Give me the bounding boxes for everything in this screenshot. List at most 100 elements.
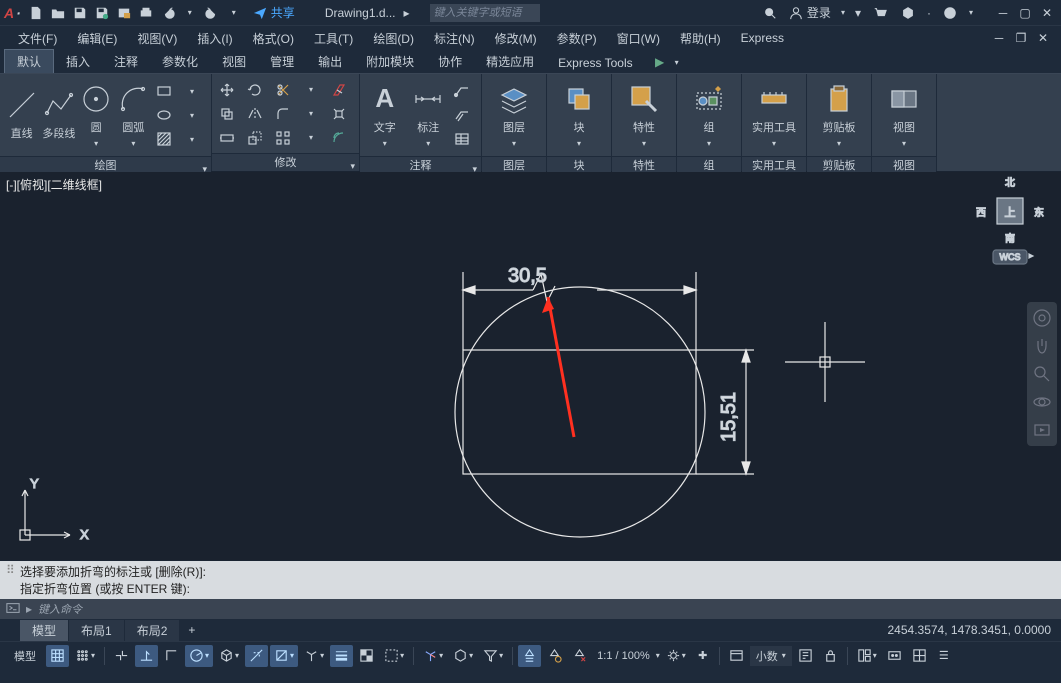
layout-tab-add[interactable]: +	[180, 621, 204, 639]
undo-dropdown-icon[interactable]: ▾	[181, 4, 199, 22]
sb-zoom-dd-icon[interactable]: ▾	[656, 651, 660, 660]
search-input[interactable]: 键入关键字或短语	[430, 4, 540, 22]
sb-clean-icon[interactable]	[908, 645, 931, 667]
rect-dd-icon[interactable]: ▾	[181, 80, 203, 102]
clip-button[interactable]: 剪贴板▾	[811, 78, 867, 152]
layer-button[interactable]: 图层▾	[486, 78, 542, 152]
ribbon-tab-addins[interactable]: 附加模块	[354, 50, 426, 73]
sb-quickprop-icon[interactable]	[794, 645, 817, 667]
help-icon[interactable]	[941, 4, 959, 22]
mirror-icon[interactable]	[244, 103, 266, 125]
ribbon-tab-manage[interactable]: 管理	[258, 50, 306, 73]
sb-ortho-icon[interactable]	[160, 645, 183, 667]
open-icon[interactable]	[49, 4, 67, 22]
prop-button[interactable]: 特性▾	[616, 78, 672, 152]
ribbon-tab-featured[interactable]: 精选应用	[474, 50, 546, 73]
login-dropdown-icon[interactable]: ▾	[841, 8, 845, 17]
ribbon-collapse-icon[interactable]: ▾	[675, 58, 679, 67]
sb-lockui-icon[interactable]	[819, 645, 842, 667]
navigation-bar[interactable]	[1027, 302, 1057, 446]
sb-filter-icon[interactable]: ▾	[479, 645, 507, 667]
menu-format[interactable]: 格式(O)	[243, 26, 304, 50]
sb-annoscale-icon[interactable]	[518, 645, 541, 667]
basket-icon[interactable]: ▾	[855, 6, 861, 20]
sb-selection-icon[interactable]: ▾	[380, 645, 408, 667]
ribbon-tab-insert[interactable]: 插入	[54, 50, 102, 73]
viewport-label[interactable]: [-][俯视][二维线框]	[6, 176, 102, 193]
layout-tab-2[interactable]: 布局2	[125, 620, 181, 641]
hatch-dd-icon[interactable]: ▾	[181, 128, 203, 150]
menu-edit[interactable]: 编辑(E)	[67, 26, 127, 50]
doc-minimize-button[interactable]: ─	[989, 30, 1009, 46]
ribbon-tab-view[interactable]: 视图	[210, 50, 258, 73]
menu-dimension[interactable]: 标注(N)	[424, 26, 485, 50]
layout-tab-1[interactable]: 布局1	[69, 620, 125, 641]
cmd-handle-icon[interactable]: ⠿	[6, 563, 20, 597]
fillet-icon[interactable]	[272, 103, 294, 125]
leader-icon[interactable]	[451, 80, 473, 102]
ribbon-tab-annotate[interactable]: 注释	[102, 50, 150, 73]
sb-3dosnap-icon[interactable]: ▾	[300, 645, 328, 667]
sb-model-button[interactable]: 模型	[6, 645, 44, 667]
sb-plus-icon[interactable]: ✚	[692, 645, 714, 667]
group-button[interactable]: 组▾	[681, 78, 737, 152]
sb-zoom-combo[interactable]: 1:1 / 100%	[593, 645, 654, 667]
menu-express[interactable]: Express	[731, 26, 794, 50]
menu-insert[interactable]: 插入(I)	[187, 26, 242, 50]
table-icon[interactable]	[451, 128, 473, 150]
sb-grid-icon[interactable]	[46, 645, 69, 667]
undo-icon[interactable]	[159, 4, 177, 22]
erase-icon[interactable]	[328, 79, 350, 101]
doc-dropdown-icon[interactable]: ▸	[404, 6, 410, 20]
ribbon-tab-express[interactable]: Express Tools	[546, 53, 644, 73]
sb-annoauto-icon[interactable]	[543, 645, 566, 667]
doc-restore-button[interactable]: ❐	[1011, 30, 1031, 46]
web-icon[interactable]	[115, 4, 133, 22]
stretch-icon[interactable]	[216, 127, 238, 149]
nav-wheel-icon[interactable]	[1032, 308, 1052, 328]
layout-tab-model[interactable]: 模型	[20, 620, 69, 641]
menu-file[interactable]: 文件(F)	[8, 26, 67, 50]
sb-iso-clean-icon[interactable]: ▾	[853, 645, 881, 667]
ellipse-icon[interactable]	[153, 104, 175, 126]
minimize-button[interactable]: ─	[993, 5, 1013, 21]
menu-window[interactable]: 窗口(W)	[607, 26, 670, 50]
menu-help[interactable]: 帮助(H)	[670, 26, 731, 50]
scale-icon[interactable]	[244, 127, 266, 149]
rotate-icon[interactable]	[244, 79, 266, 101]
sb-gear-icon[interactable]: ▾	[662, 645, 690, 667]
array-dd-icon[interactable]: ▾	[300, 127, 322, 149]
command-line[interactable]: ▸ 键入命令	[0, 599, 1061, 619]
plot-icon[interactable]	[137, 4, 155, 22]
saveas-icon[interactable]	[93, 4, 111, 22]
arc-button[interactable]: 圆弧▾	[116, 78, 151, 152]
menu-tools[interactable]: 工具(T)	[304, 26, 363, 50]
sb-polar-icon[interactable]: ▾	[185, 645, 213, 667]
sb-lineweight-icon[interactable]	[330, 645, 353, 667]
move-icon[interactable]	[216, 79, 238, 101]
new-icon[interactable]	[27, 4, 45, 22]
redo-icon[interactable]	[203, 4, 221, 22]
sb-annoall-icon[interactable]	[568, 645, 591, 667]
sb-gizmo-icon[interactable]: ▾	[419, 645, 447, 667]
menu-draw[interactable]: 绘图(D)	[363, 26, 424, 50]
fillet-dd-icon[interactable]: ▾	[300, 103, 322, 125]
dimension-button[interactable]: 标注▾	[408, 78, 450, 152]
nav-pan-icon[interactable]	[1032, 336, 1052, 356]
ribbon-play-icon[interactable]: ▶	[649, 51, 671, 73]
doc-close-button[interactable]: ✕	[1033, 30, 1053, 46]
help-dropdown-icon[interactable]: ▾	[969, 8, 973, 17]
sb-3dsnap-icon[interactable]: ▾	[449, 645, 477, 667]
ribbon-tab-output[interactable]: 输出	[306, 50, 354, 73]
nav-showmotion-icon[interactable]	[1032, 420, 1052, 440]
rect-icon[interactable]	[153, 80, 175, 102]
nav-zoom-icon[interactable]	[1032, 364, 1052, 384]
panel-modify-title[interactable]: 修改▾	[212, 153, 359, 171]
offset-icon[interactable]	[328, 127, 350, 149]
close-button[interactable]: ✕	[1037, 5, 1057, 21]
drawing-canvas[interactable]: [-][俯视][二维线框] 北 西 东 南 上 WCS X Y	[0, 172, 1061, 560]
sb-ws-icon[interactable]	[725, 645, 748, 667]
sb-infer-icon[interactable]	[110, 645, 133, 667]
explode-icon[interactable]	[328, 103, 350, 125]
hatch-icon[interactable]	[153, 128, 175, 150]
